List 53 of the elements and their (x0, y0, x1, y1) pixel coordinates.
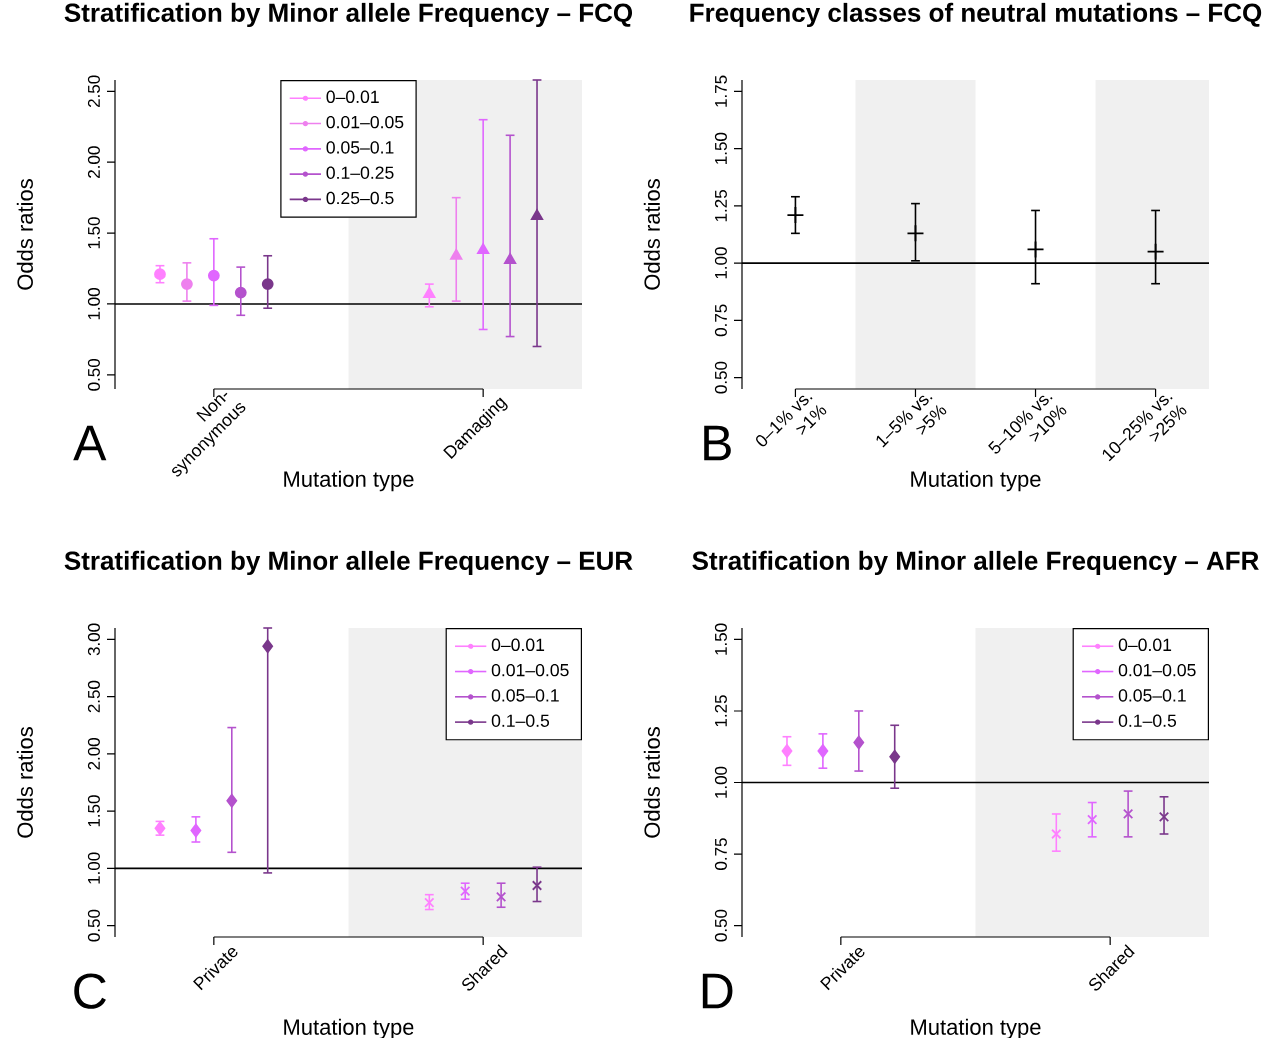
legend-label: 0.05–0.1 (491, 689, 559, 702)
y-tick-label: 1.50 (714, 623, 727, 655)
point (1026, 240, 1045, 259)
x-axis-title: Mutation type (911, 470, 1041, 492)
y-tick-label: 1.50 (714, 132, 727, 164)
y-tick-label: 1.00 (714, 766, 727, 798)
y-tick-label: 0.50 (87, 909, 100, 942)
y-tick-label: 1.25 (714, 190, 727, 222)
y-axis-title: Odds ratios (643, 727, 660, 838)
legend-label: 0.25–0.5 (326, 191, 394, 205)
y-tick-label: 2.50 (87, 680, 100, 713)
legend-label: 0–0.01 (1118, 638, 1172, 652)
y-tick-label: 2.00 (87, 146, 100, 178)
y-tick-label: 1.00 (87, 288, 100, 320)
legend-label: 0–0.01 (491, 638, 545, 652)
legend-label: 0.1–0.25 (326, 166, 394, 179)
y-axis-title: Odds ratios (16, 727, 33, 838)
point (1146, 242, 1165, 261)
y-tick-label: 1.00 (714, 247, 727, 279)
y-tick-label: 2.50 (87, 75, 100, 108)
y-tick-label: 0.75 (714, 304, 727, 337)
legend-label: 0.01–0.05 (1118, 663, 1196, 677)
y-tick-label: 0.50 (714, 361, 727, 394)
y-tick-label: 0.75 (714, 838, 727, 870)
y-tick-label: 3.00 (87, 623, 100, 656)
chart-title: Frequency classes of neutral mutations – FCQ (690, 2, 1262, 28)
y-tick-label: 0.50 (87, 358, 100, 391)
text: C (74, 973, 106, 1009)
y-tick-label: 1.50 (87, 795, 100, 827)
legend-label: 0.01–0.05 (491, 663, 569, 677)
y-tick-label: 1.75 (715, 75, 727, 107)
legend-label: 0–0.01 (326, 90, 379, 104)
y-axis-title: Odds ratios (643, 179, 660, 290)
legend-label: 0.05–0.1 (326, 141, 394, 154)
y-tick-label: 1.00 (87, 852, 100, 884)
text: D (702, 973, 733, 1009)
y-tick-label: 2.00 (87, 738, 100, 770)
y-tick-label: 1.50 (87, 217, 100, 249)
y-tick-label: 1.25 (714, 695, 727, 727)
text: A (73, 425, 107, 461)
y-axis-title: Odds ratios (16, 179, 33, 290)
text: B (704, 425, 731, 461)
chart-title: Stratification by Minor allele Frequency – EUR (64, 550, 633, 576)
y-tick-label: 0.50 (714, 909, 727, 942)
legend-label: 0.1–0.5 (1118, 714, 1177, 727)
chart-title: Stratification by Minor allele Frequency – FCQ (64, 2, 633, 28)
chart-title: Stratification by Minor allele Frequency – AFR (692, 550, 1259, 576)
point (786, 206, 805, 224)
point (906, 224, 925, 243)
legend-label: 0.05–0.1 (1118, 689, 1186, 702)
x-axis-title: Mutation type (284, 470, 414, 492)
legend-label: 0.1–0.5 (491, 714, 550, 727)
legend-label: 0.01–0.05 (326, 115, 404, 129)
